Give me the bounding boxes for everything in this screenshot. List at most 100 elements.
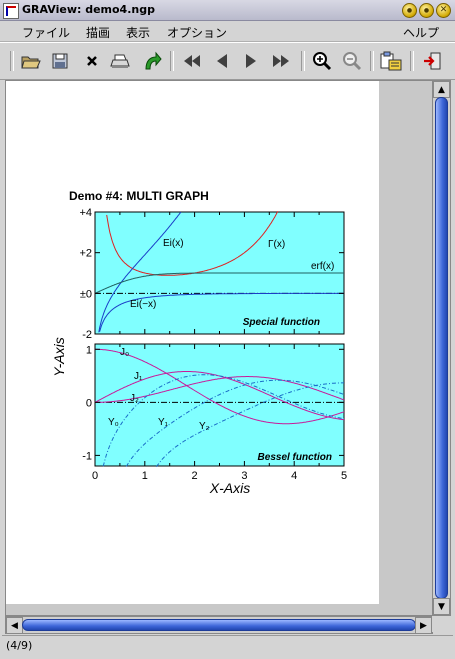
- y-tick-label: +4: [79, 207, 92, 219]
- toolbar: [0, 42, 455, 80]
- j0-curve: [95, 348, 345, 425]
- y2-curve: [156, 382, 344, 468]
- special-ticks: +4 +2 ±0 -2: [79, 207, 345, 341]
- label-y1: Y₁: [158, 417, 169, 428]
- save-button[interactable]: [48, 49, 72, 73]
- next-page-button[interactable]: [239, 49, 263, 73]
- print-button[interactable]: [108, 49, 132, 73]
- close-button[interactable]: [80, 49, 104, 73]
- arrow-up-icon: ▲: [438, 84, 445, 95]
- special-curves: [94, 210, 344, 333]
- close-icon: ✕: [439, 5, 448, 15]
- title-bar[interactable]: GRAView: demo4.ngp ● ● ✕: [0, 0, 455, 21]
- first-page-icon: [184, 55, 200, 67]
- maximize-button[interactable]: ●: [419, 3, 434, 18]
- minimize-button[interactable]: ●: [402, 3, 417, 18]
- prev-page-icon: [217, 54, 227, 68]
- redraw-button[interactable]: [139, 49, 163, 73]
- y-tick-label: -2: [82, 329, 92, 341]
- toolbar-separator: [410, 51, 414, 71]
- zoom-out-icon: [343, 52, 362, 71]
- redraw-icon: [145, 51, 162, 70]
- zoom-in-icon: [313, 52, 332, 71]
- vertical-scroll-thumb[interactable]: [435, 97, 448, 599]
- toolbar-separator: [170, 51, 174, 71]
- label-gamma: Γ(x): [268, 239, 285, 250]
- x-tick-label: 4: [291, 470, 297, 482]
- bessel-panel-label: Bessel function: [258, 452, 332, 463]
- menu-draw[interactable]: 描画: [86, 26, 111, 40]
- print-icon: [110, 54, 130, 68]
- y1-curve: [125, 379, 345, 467]
- label-ei: Ei(x): [163, 238, 184, 249]
- bessel-curves: [94, 348, 345, 468]
- ei-neg-curve: [99, 292, 344, 332]
- close-file-icon: [87, 56, 97, 66]
- graph-paper: Demo #4: MULTI GRAPH +4 +2 ±0 -2 Special fu…: [6, 81, 379, 604]
- scroll-left-button[interactable]: ◀: [6, 617, 23, 634]
- toolbar-separator: [370, 51, 374, 71]
- x-axis-label: X-Axis: [209, 480, 250, 496]
- y-tick-label: +2: [79, 248, 92, 260]
- clipboard-button[interactable]: [379, 49, 403, 73]
- x-tick-label: 2: [192, 470, 198, 482]
- erf-curve: [94, 272, 344, 294]
- scroll-right-button[interactable]: ▶: [415, 617, 432, 634]
- menu-file[interactable]: ファイル: [22, 26, 71, 40]
- ei-curve: [98, 211, 182, 333]
- minimize-icon: ●: [406, 7, 413, 14]
- open-icon: [21, 56, 41, 69]
- menu-help[interactable]: ヘルプ: [403, 26, 440, 40]
- horizontal-scroll-thumb[interactable]: [22, 619, 416, 631]
- page-indicator: (4/9): [6, 639, 33, 652]
- save-icon: [52, 53, 68, 69]
- horizontal-scrollbar[interactable]: ◀ ▶: [5, 616, 433, 634]
- j2-curve: [95, 376, 345, 403]
- open-button[interactable]: [19, 49, 43, 73]
- y-tick-label: 1: [86, 344, 92, 356]
- arrow-down-icon: ▼: [438, 601, 445, 612]
- prev-page-button[interactable]: [210, 49, 234, 73]
- special-panel-label: Special function: [243, 317, 320, 328]
- maximize-icon: ●: [423, 7, 430, 14]
- y-tick-label: -1: [82, 450, 92, 462]
- label-y0: Y₀: [108, 417, 119, 428]
- scroll-corner: [432, 616, 449, 632]
- y-tick-label: 0: [86, 397, 92, 409]
- y0-curve: [102, 374, 345, 467]
- x-tick-label: 3: [241, 470, 247, 482]
- chart-title: Demo #4: MULTI GRAPH: [69, 189, 209, 203]
- label-j1: J₁: [134, 371, 143, 382]
- menu-options[interactable]: オプション: [167, 26, 228, 40]
- label-j2: J₂: [130, 393, 139, 404]
- x-tick-label: 1: [142, 470, 148, 482]
- x-tick-label: 0: [92, 470, 98, 482]
- toolbar-grip: [10, 51, 14, 71]
- last-page-button[interactable]: [269, 49, 293, 73]
- label-j0: J₀: [120, 347, 129, 358]
- scroll-up-button[interactable]: ▲: [433, 81, 450, 98]
- zoom-out-button[interactable]: [340, 49, 364, 73]
- close-window-button[interactable]: ✕: [436, 3, 451, 18]
- label-ei-neg: Ei(−x): [130, 299, 156, 310]
- graph-svg: Demo #4: MULTI GRAPH +4 +2 ±0 -2 Special fu…: [51, 189, 347, 496]
- next-page-icon: [246, 54, 256, 68]
- clipboard-icon: [380, 51, 402, 71]
- exit-icon: [424, 52, 441, 70]
- label-erf: erf(x): [311, 261, 334, 272]
- menu-view[interactable]: 表示: [126, 26, 151, 40]
- status-bar: (4/9): [2, 635, 453, 656]
- menu-bar: ファイル 描画 表示 オプション ヘルプ: [0, 21, 455, 42]
- toolbar-separator: [301, 51, 305, 71]
- app-icon[interactable]: [3, 3, 19, 19]
- label-y2: Y₂: [199, 421, 210, 432]
- scroll-down-button[interactable]: ▼: [433, 598, 450, 615]
- exit-button[interactable]: [420, 49, 444, 73]
- x-tick-label: 5: [341, 470, 347, 482]
- first-page-button[interactable]: [180, 49, 204, 73]
- bessel-ticks: 10-10 1 2 3 4 5: [82, 344, 347, 482]
- y-tick-label: ±0: [80, 288, 92, 300]
- vertical-scrollbar[interactable]: ▲ ▼: [432, 80, 451, 616]
- zoom-in-button[interactable]: [310, 49, 334, 73]
- arrow-right-icon: ▶: [420, 620, 427, 631]
